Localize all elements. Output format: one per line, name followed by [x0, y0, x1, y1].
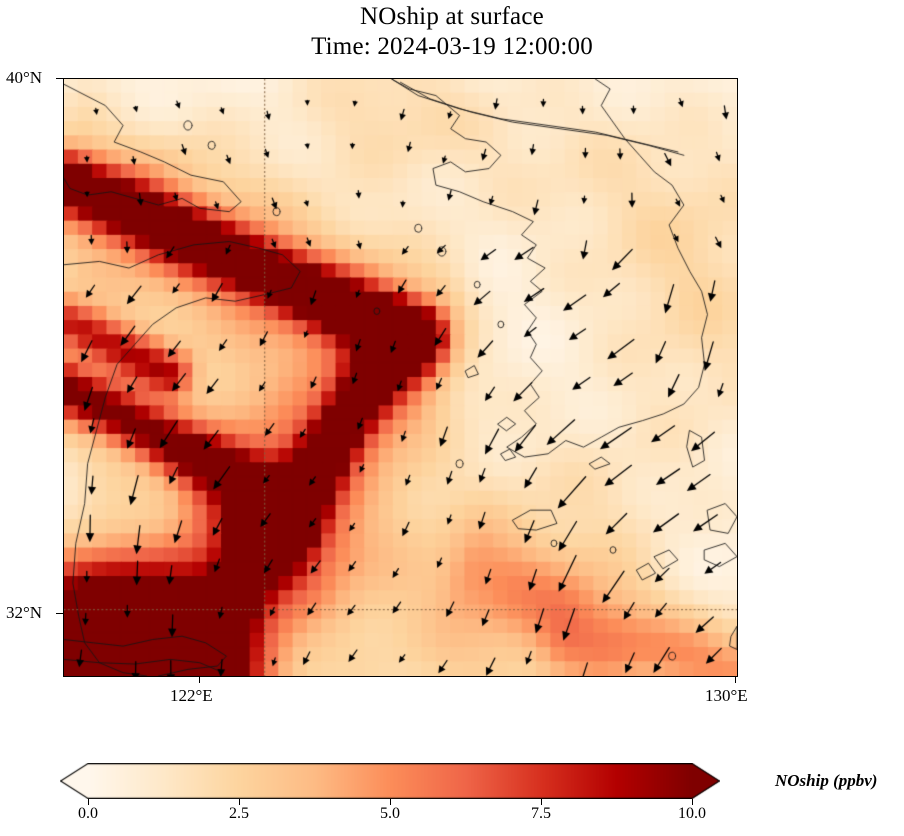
axis-label-lon-122e: 122°E — [170, 686, 213, 705]
colorbar-tick-label: 10.0 — [678, 805, 706, 822]
colorbar-tick — [541, 799, 543, 805]
colorbar-label: NOship (ppbv) — [775, 771, 878, 790]
axis-label-lon-130e: 130°E — [705, 686, 748, 705]
map-plot-area[interactable] — [63, 78, 738, 677]
colorbar-tick-label: 5.0 — [380, 805, 400, 822]
figure-title-block: NOship at surface Time: 2024-03-19 12:00… — [0, 2, 904, 62]
colorbar-tick-label: 2.5 — [229, 805, 249, 822]
colorbar-tick — [239, 799, 241, 805]
axis-label-lat-32n: 32°N — [6, 603, 43, 622]
y-tick-32n — [56, 613, 63, 615]
timestamp-title: Time: 2024-03-19 12:00:00 — [311, 33, 593, 60]
colorbar-tick — [390, 799, 392, 805]
colorbar-gradient[interactable] — [60, 763, 720, 799]
x-tick-122e — [199, 676, 201, 683]
colorbar-region: 0.0 2.5 5.0 7.5 10.0 NOship (ppbv) — [0, 745, 904, 836]
colorbar-tick-label: 0.0 — [78, 805, 98, 822]
colorbar-tick — [88, 799, 90, 805]
colorbar-tick — [692, 799, 694, 805]
y-tick-40n — [56, 78, 63, 80]
colorbar-tick-label: 7.5 — [531, 805, 551, 822]
axis-label-lat-40n: 40°N — [6, 68, 43, 87]
noship-concentration-map[interactable] — [64, 79, 737, 676]
x-tick-130e — [735, 676, 737, 683]
page-title: NOship at surface — [360, 3, 544, 30]
